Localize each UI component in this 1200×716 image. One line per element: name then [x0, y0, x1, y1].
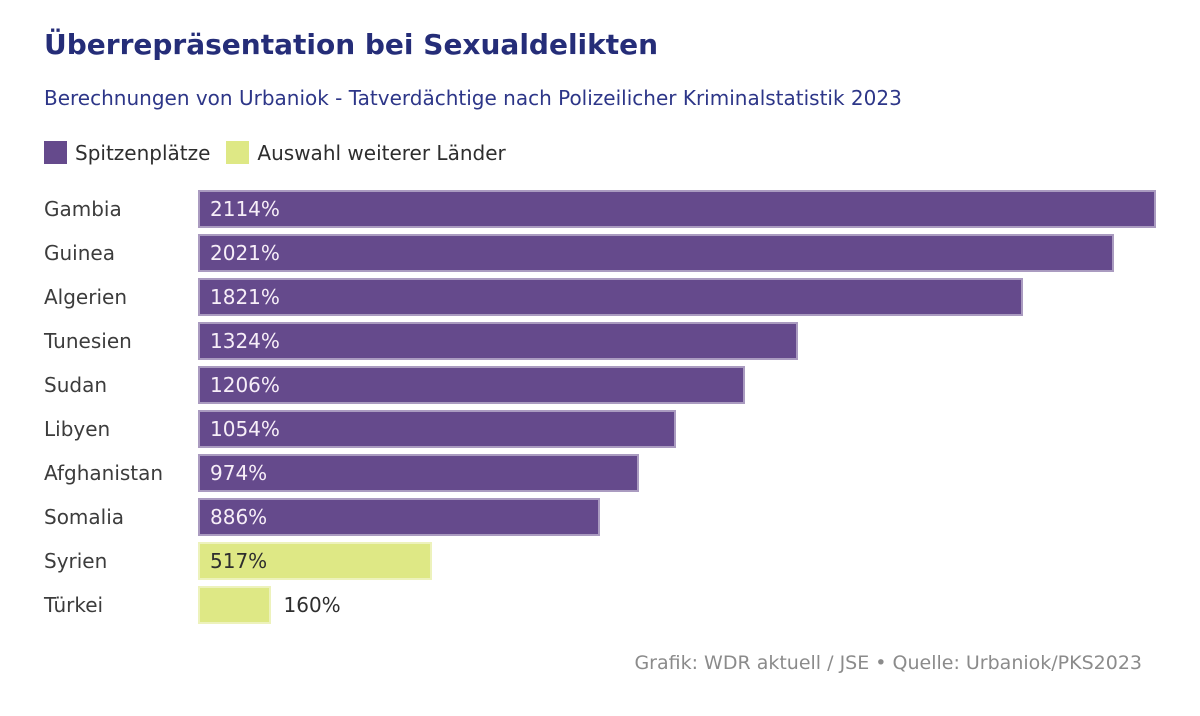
bar-track: 1054%	[198, 409, 1156, 448]
bar-row: Libyen 1054%	[44, 409, 1156, 448]
bar: 2114%	[198, 189, 1156, 228]
value-label: 1054%	[210, 416, 280, 441]
bar: 886%	[198, 497, 600, 536]
value-label: 1821%	[210, 284, 280, 309]
bar-row: Guinea 2021%	[44, 233, 1156, 272]
bar-row: Tunesien 1324%	[44, 321, 1156, 360]
bar-track: 160%	[198, 585, 1156, 624]
bar-row: Türkei 160%	[44, 585, 1156, 624]
bar-track: 2021%	[198, 233, 1156, 272]
bar: 1054%	[198, 409, 676, 448]
footer-credit: Grafik: WDR aktuell / JSE • Quelle: Urba…	[634, 651, 1142, 674]
legend-item: Auswahl weiterer Länder	[226, 140, 506, 165]
category-label: Afghanistan	[44, 460, 164, 485]
bar: 1324%	[198, 321, 798, 360]
bar-track: 886%	[198, 497, 1156, 536]
bar-track: 1821%	[198, 277, 1156, 316]
bar-row: Algerien 1821%	[44, 277, 1156, 316]
category-label: Gambia	[44, 196, 122, 221]
bar-row: Sudan 1206%	[44, 365, 1156, 404]
bar: 517%	[198, 541, 433, 580]
bar-row: Somalia 886%	[44, 497, 1156, 536]
value-label: 886%	[210, 504, 268, 529]
value-label: 1206%	[210, 372, 280, 397]
value-label: 2114%	[210, 196, 280, 221]
category-label: Syrien	[44, 548, 108, 573]
legend-swatch	[226, 141, 250, 165]
value-label: 160%	[283, 592, 341, 617]
page-subtitle: Berechnungen von Urbaniok - Tatverdächti…	[44, 85, 902, 110]
bar-row: Gambia 2114%	[44, 189, 1156, 228]
legend-label: Spitzenplätze	[75, 140, 211, 165]
bar: 2021%	[198, 233, 1114, 272]
bar-track: 2114%	[198, 189, 1156, 228]
bar-track: 1206%	[198, 365, 1156, 404]
category-label: Türkei	[44, 592, 104, 617]
page-title: Überrepräsentation bei Sexualdelikten	[44, 28, 659, 61]
bar: 1206%	[198, 365, 745, 404]
value-label: 974%	[210, 460, 268, 485]
bar: 1821%	[198, 277, 1024, 316]
bar-track: 974%	[198, 453, 1156, 492]
value-label: 517%	[210, 548, 268, 573]
legend: Spitzenplätze Auswahl weiterer Länder	[44, 141, 1156, 165]
bar-chart: Gambia 2114% Guinea 2021% Algerien 1821% Tunes…	[44, 189, 1156, 624]
bar-track: 1324%	[198, 321, 1156, 360]
bar-row: Syrien 517%	[44, 541, 1156, 580]
bar: 974%	[198, 453, 640, 492]
legend-swatch	[44, 141, 67, 165]
legend-item: Spitzenplätze	[44, 141, 210, 165]
value-label: 1324%	[210, 328, 280, 353]
bar	[198, 585, 271, 624]
category-label: Sudan	[44, 372, 107, 397]
category-label: Tunesien	[44, 328, 132, 353]
category-label: Somalia	[44, 504, 125, 529]
category-label: Libyen	[44, 416, 111, 441]
category-label: Guinea	[44, 240, 115, 265]
bar-track: 517%	[198, 541, 1156, 580]
category-label: Algerien	[44, 284, 127, 309]
legend-label: Auswahl weiterer Länder	[257, 140, 506, 165]
bar-row: Afghanistan 974%	[44, 453, 1156, 492]
value-label: 2021%	[210, 240, 280, 265]
